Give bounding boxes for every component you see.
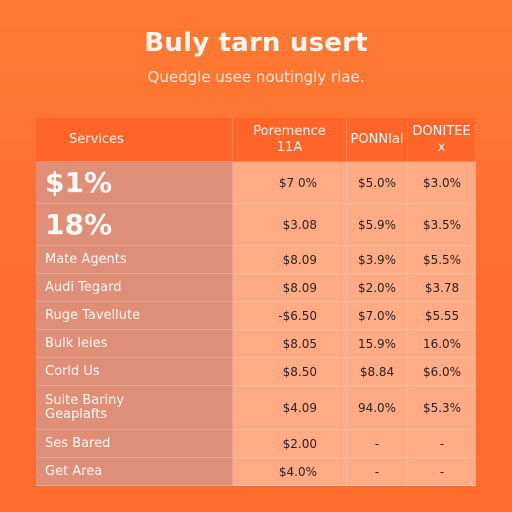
table-cell: $5.5% [408,246,476,274]
pricing-grid: Services Poremence 11A PONNIal DONITEE x… [36,118,476,486]
table-cell: $3.9% [347,246,408,274]
table-cell-text: $7 0% [278,175,317,190]
table-cell: 15.9% [347,330,408,358]
table-cell-text: $6.0% [422,364,462,379]
column-header-donitee-line2: x [437,139,446,155]
table-cell: $5.3% [408,386,476,430]
table-cell: $2.0% [347,274,408,302]
table-row-label: Get Area [36,458,233,486]
table-cell: - [408,458,476,486]
header: Buly tarn usert Quedgle usee noutingly r… [0,0,512,120]
table-cell: $8.84 [347,358,408,386]
table-cell: $4.0% [233,458,347,486]
table-cell: $5.0% [347,162,408,204]
table-row-label: Ruge Tavellute [36,302,233,330]
table-cell-text: 15.9% [357,336,397,351]
table-row-label-text: 18% [45,208,113,241]
page-subtitle: Quedgle usee noutingly riae. [147,68,365,86]
table-cell: $5.55 [408,302,476,330]
table-row-label: Audi Tegard [36,274,233,302]
table-cell-text: $8.09 [282,252,317,267]
column-header-donitee: DONITEE x [408,118,476,162]
table-row-label: Corld Us [36,358,233,386]
table-cell: $3.0% [408,162,476,204]
table-cell-text: $8.50 [282,364,317,379]
table-row-label-text: Corld Us [45,364,100,379]
table-row-label: Bulk leies [36,330,233,358]
table-cell-text: -$6.50 [278,308,317,323]
table-cell: 94.0% [347,386,408,430]
table-cell-text: $5.55 [424,308,460,323]
table-row-label: 18% [36,204,233,246]
table-cell: $3.78 [408,274,476,302]
table-cell-text: $3.5% [422,217,462,232]
table-row-label-text: Ses Bared [45,436,111,451]
table-cell-text: $3.0% [422,175,462,190]
table-cell-text: $8.05 [282,336,317,351]
table-cell: $7 0% [233,162,347,204]
table-row-label-text: Suite Bariny Geaplafts [45,392,125,422]
page-title: Buly tarn usert [144,28,368,58]
table-cell: $8.09 [233,246,347,274]
table-row-label-text: Get Area [45,464,103,479]
column-header-services-label: Services [69,131,124,147]
table-cell: $3.5% [408,204,476,246]
table-cell-text: - [374,464,380,479]
table-cell: $8.05 [233,330,347,358]
table-cell-text: - [439,464,445,479]
table-cell: 16.0% [408,330,476,358]
column-header-poremence-line1: Poremence [253,123,326,139]
table-cell-text: $5.3% [422,400,462,415]
table-cell: $6.0% [408,358,476,386]
column-header-poremence-line2: 11A [276,139,303,155]
column-header-services: Services [36,118,233,162]
table-cell-text: $5.5% [422,252,462,267]
table-row-label: Mate Agents [36,246,233,274]
table-cell-text: $3.9% [357,252,397,267]
table-cell: $8.50 [233,358,347,386]
table-cell: $3.08 [233,204,347,246]
table-cell-text: $2.00 [282,436,317,451]
table-row-label-text: Mate Agents [45,252,127,267]
table-cell-text: 94.0% [357,400,397,415]
table-cell-text: $3.08 [282,217,317,232]
table-cell-text: $5.0% [357,175,397,190]
table-cell-text: 16.0% [422,336,462,351]
table-cell-text: $3.78 [424,280,460,295]
table-cell: $8.09 [233,274,347,302]
column-header-ponnial: PONNIal [347,118,408,162]
table-cell: $4.09 [233,386,347,430]
table-cell: -$6.50 [233,302,347,330]
table-row-label-text: Ruge Tavellute [45,308,141,323]
table-row-label: $1% [36,162,233,204]
table-cell-text: $4.09 [282,400,317,415]
table-cell-text: $7.0% [357,308,397,323]
table-cell-text: $8.09 [282,280,317,295]
table-cell: - [347,430,408,458]
table-cell-text: $2.0% [357,280,397,295]
table-cell-text: $8.84 [359,364,395,379]
table-cell: - [347,458,408,486]
table-row-label-text: $1% [45,166,113,199]
column-header-donitee-line1: DONITEE [412,123,471,139]
pricing-table: Services Poremence 11A PONNIal DONITEE x… [36,118,476,486]
table-cell-text: $5.9% [357,217,397,232]
table-row-label-text: Audi Tegard [45,280,122,295]
table-row-label: Ses Bared [36,430,233,458]
table-cell-text: $4.0% [278,464,317,479]
column-header-ponnial-label: PONNIal [350,131,404,147]
table-row-label-text: Bulk leies [45,336,108,351]
table-cell-text: - [439,436,445,451]
table-row-label: Suite Bariny Geaplafts [36,386,233,430]
table-cell-text: - [374,436,380,451]
table-cell: $7.0% [347,302,408,330]
table-cell: $5.9% [347,204,408,246]
table-cell: $2.00 [233,430,347,458]
column-header-poremence: Poremence 11A [233,118,347,162]
table-cell: - [408,430,476,458]
